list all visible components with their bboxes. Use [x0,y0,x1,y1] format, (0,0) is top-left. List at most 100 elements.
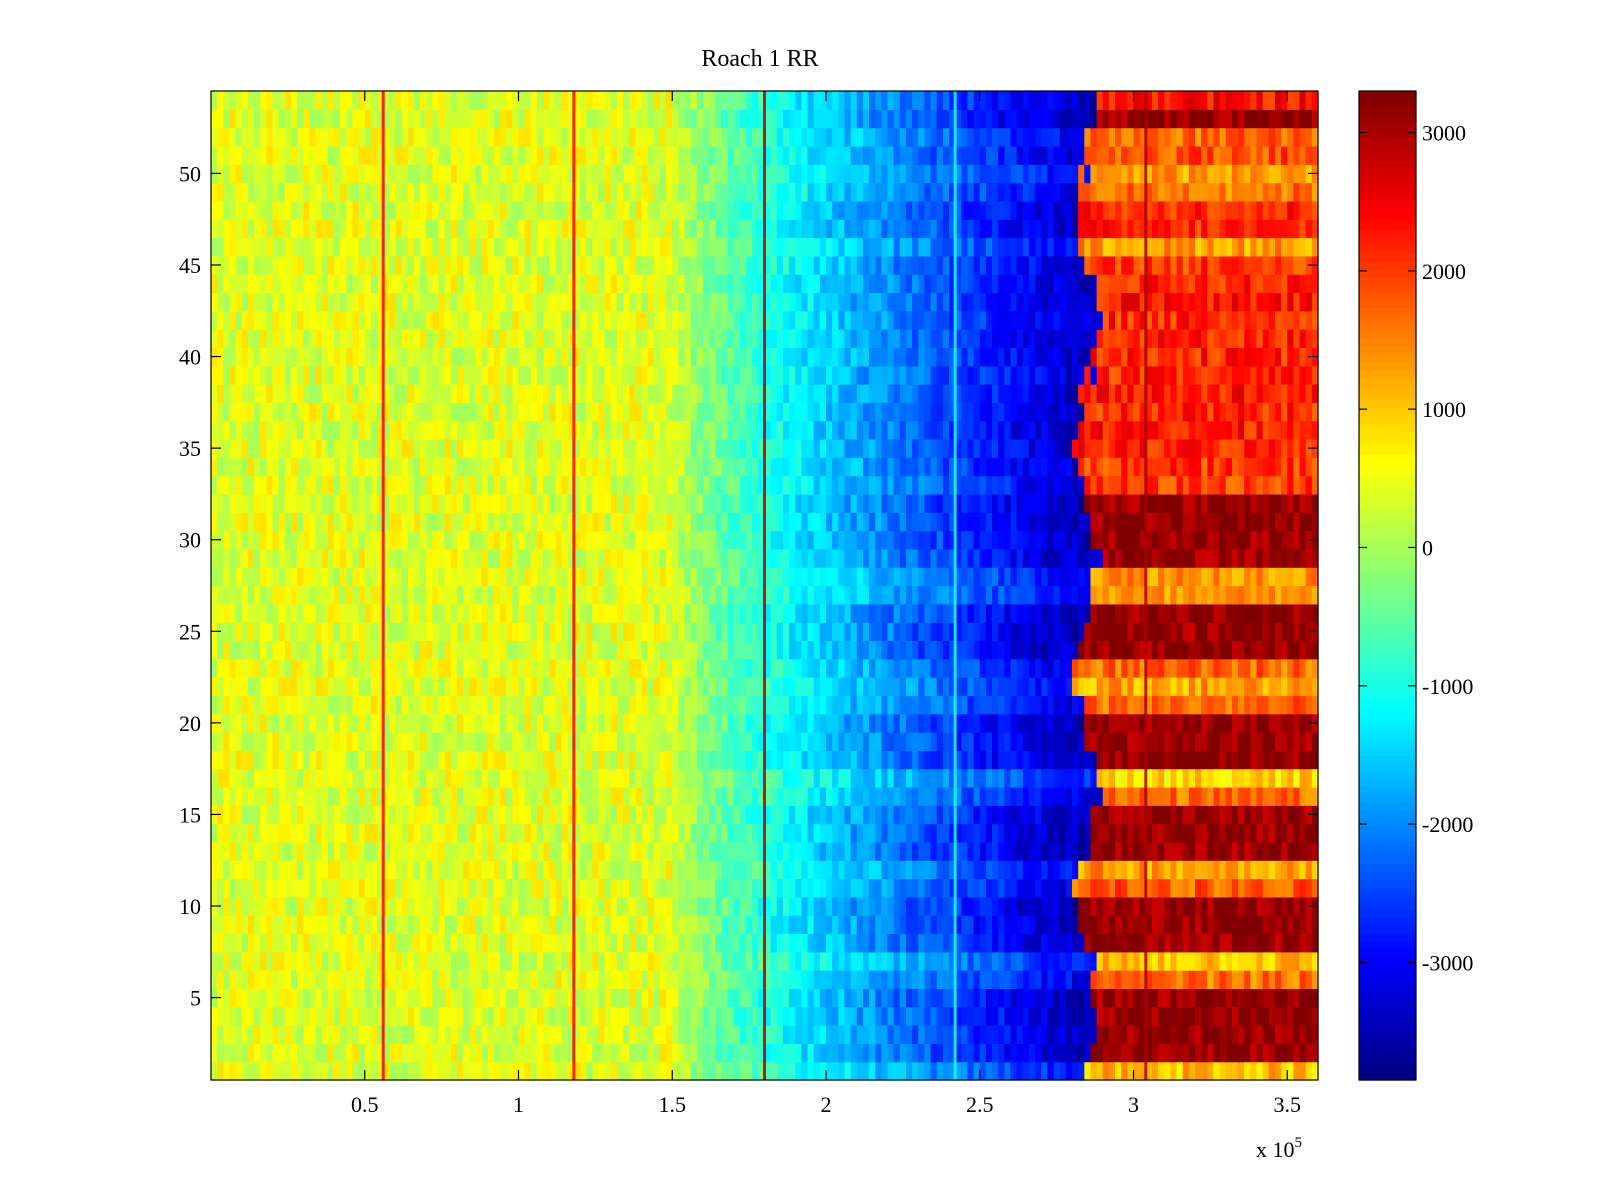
heatmap-cell [905,695,913,715]
heatmap-cell [672,841,679,861]
heatmap-cell [684,1006,692,1026]
heatmap-cell [869,750,876,770]
heatmap-cell [211,915,218,935]
heatmap-cell [1059,695,1067,715]
heatmap-cell [635,988,643,1008]
heatmap-cell [1281,658,1288,678]
heatmap-cell [1102,951,1110,971]
heatmap-cell [1262,622,1270,642]
heatmap-cell [918,915,925,935]
heatmap-cell [1225,805,1233,825]
heatmap-cell [912,988,919,1008]
heatmap-cell [1139,933,1147,953]
heatmap-cell [1274,622,1282,642]
heatmap-cell [715,585,723,605]
heatmap-cell [1004,768,1012,788]
heatmap-cell [549,951,556,971]
heatmap-cell [254,805,261,825]
heatmap-cell [1219,1025,1227,1044]
heatmap-cell [887,878,895,898]
heatmap-cell [887,951,895,971]
heatmap-cell [795,1006,802,1026]
heatmap-cell [512,695,520,715]
heatmap-cell [297,603,304,623]
heatmap-cell [961,841,969,861]
heatmap-cell [1244,823,1251,843]
heatmap-cell [832,750,839,770]
heatmap-cell [899,567,907,587]
heatmap-cell [1041,713,1048,733]
heatmap-cell [672,970,679,990]
heatmap-cell [629,823,636,843]
heatmap-cell [223,841,231,861]
heatmap-cell [278,658,286,678]
heatmap-cell [1151,603,1159,623]
heatmap-cell [1281,988,1288,1008]
heatmap-cell [782,933,790,953]
heatmap-cell [1188,750,1196,770]
heatmap-cell [321,732,329,751]
heatmap-cell [813,915,821,935]
heatmap-cell [223,988,231,1008]
heatmap-cell [1035,933,1042,953]
heatmap-cell [389,1025,397,1044]
heatmap-cell [912,768,919,788]
heatmap-cell [586,1043,593,1063]
heatmap-cell [912,1043,919,1063]
heatmap-cell [832,768,839,788]
heatmap-cell [211,1061,218,1081]
heatmap-cell [346,603,354,623]
heatmap-cell [850,896,858,916]
heatmap-cell [272,695,280,715]
heatmap-cell [475,732,483,751]
heatmap-cell [899,951,907,971]
heatmap-cell [1176,915,1184,935]
heatmap-cell [1115,603,1122,623]
heatmap-cell [1207,951,1215,971]
heatmap-cell [1010,640,1018,660]
heatmap-cell [813,1025,821,1044]
heatmap-cell [684,732,692,751]
heatmap-cell [340,988,347,1008]
heatmap-cell [961,786,969,806]
heatmap-cell [254,988,261,1008]
heatmap-cell [807,896,815,916]
heatmap-cell [1238,695,1245,715]
heatmap-cell [272,878,280,898]
heatmap-cell [998,988,1005,1008]
heatmap-cell [924,622,932,642]
heatmap-cell [530,658,538,678]
heatmap-cell [604,786,612,806]
heatmap-cell [334,841,341,861]
heatmap-cell [549,805,556,825]
heatmap-cell [592,713,600,733]
heatmap-cell [1151,786,1159,806]
heatmap-cell [936,585,944,605]
heatmap-cell [561,768,569,788]
heatmap-cell [358,677,366,696]
heatmap-cell [1016,933,1024,953]
heatmap-cell [383,622,390,642]
heatmap-cell [364,988,372,1008]
heatmap-cell [604,951,612,971]
heatmap-cell [580,585,587,605]
heatmap-cell [598,915,606,935]
heatmap-cell [875,841,882,861]
heatmap-cell [512,603,520,623]
heatmap-cell [549,841,556,861]
heatmap-cell [426,915,433,935]
heatmap-cell [912,567,919,587]
heatmap-cell [555,988,563,1008]
heatmap-cell [967,1025,975,1044]
heatmap-cell [1096,732,1104,751]
heatmap-cell [1059,970,1067,990]
heatmap-cell [659,1006,667,1026]
heatmap-cell [659,786,667,806]
heatmap-cell [1256,933,1264,953]
heatmap-cell [949,603,956,623]
heatmap-cell [690,713,698,733]
heatmap-cell [389,915,397,935]
heatmap-cell [782,603,790,623]
heatmap-cell [641,951,649,971]
heatmap-cell [1078,860,1085,880]
